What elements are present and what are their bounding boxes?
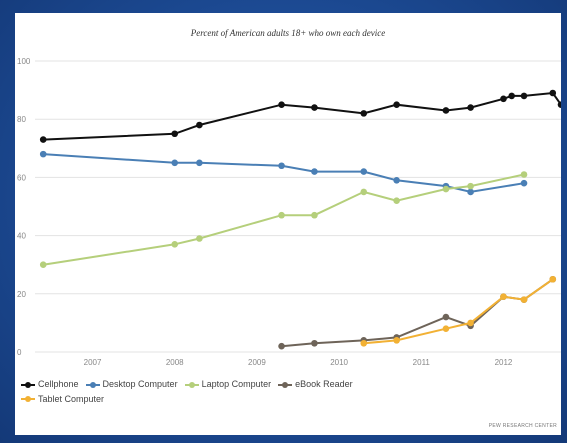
data-point-desktop-computer	[196, 159, 203, 167]
data-point-cellphone	[360, 110, 368, 117]
chart-panel: Percent of American adults 18+ who own e…	[15, 13, 561, 435]
data-point-ebook-reader	[442, 313, 450, 321]
data-point-laptop-computer	[393, 197, 400, 204]
legend-swatch	[184, 381, 199, 389]
data-point-cellphone	[171, 130, 179, 138]
data-point-desktop-computer	[360, 168, 368, 175]
y-tick-label: 0	[17, 348, 22, 357]
source-credit: PEW RESEARCH CENTER	[488, 423, 557, 429]
data-point-laptop-computer	[520, 171, 528, 178]
legend-label: Laptop Computer	[201, 379, 272, 389]
data-point-cellphone	[549, 89, 557, 97]
y-tick-label: 20	[17, 290, 26, 299]
data-point-cellphone	[500, 95, 507, 103]
y-tick-label: 60	[17, 173, 26, 182]
legend-label: Desktop Computer	[102, 379, 178, 389]
x-tick-label: 2008	[166, 358, 184, 367]
data-point-tablet-computer	[500, 293, 507, 301]
data-point-tablet-computer	[520, 296, 528, 303]
legend-swatch	[21, 395, 35, 403]
data-point-desktop-computer	[171, 159, 179, 167]
legend-item-desktop-computer: Desktop Computer	[85, 378, 178, 391]
data-point-cellphone	[278, 101, 285, 108]
data-point-laptop-computer	[311, 211, 318, 219]
legend-item-tablet-computer: Tablet Computer	[21, 393, 104, 406]
legend-label: Cellphone	[38, 379, 79, 389]
data-point-cellphone	[557, 101, 561, 108]
data-point-desktop-computer	[311, 168, 318, 175]
data-point-laptop-computer	[39, 261, 47, 268]
y-tick-label: 100	[17, 57, 31, 66]
line-chart: 0 20 40 60 80 100 2007 2008 2009 2010 2011 2012	[17, 57, 561, 367]
legend-label: Tablet Computer	[38, 393, 105, 404]
data-point-ebook-reader	[278, 342, 285, 350]
x-tick-label: 2010	[330, 358, 348, 367]
data-point-tablet-computer	[467, 319, 474, 327]
data-point-laptop-computer	[360, 188, 368, 196]
y-tick-label: 80	[17, 115, 26, 124]
legend-item-cellphone: Cellphone	[21, 378, 79, 391]
data-point-cellphone	[311, 104, 318, 111]
series-line-cellphone	[43, 91, 561, 141]
data-point-cellphone	[508, 92, 515, 100]
data-point-desktop-computer	[467, 188, 474, 196]
data-point-laptop-computer	[442, 185, 450, 193]
data-point-tablet-computer	[442, 325, 450, 333]
data-point-tablet-computer	[393, 337, 400, 344]
data-point-cellphone	[196, 121, 203, 129]
legend-item-ebook-reader: eBook Reader	[278, 378, 353, 391]
data-point-cellphone	[393, 101, 400, 108]
series-line-tablet-computer	[363, 278, 554, 345]
data-point-cellphone	[467, 104, 474, 111]
data-point-laptop-computer	[171, 241, 179, 248]
chart-legend: Cellphone Desktop Computer Laptop Computer…	[21, 378, 441, 407]
data-point-desktop-computer	[39, 150, 47, 158]
data-point-tablet-computer	[549, 275, 557, 283]
series-line-desktop-computer	[43, 153, 525, 193]
legend-swatch	[21, 381, 35, 389]
series-line-laptop-computer	[43, 173, 525, 266]
y-tick-label: 40	[17, 232, 26, 241]
data-point-cellphone	[442, 107, 450, 114]
data-point-laptop-computer	[196, 235, 203, 242]
x-tick-label: 2007	[84, 358, 102, 367]
data-point-laptop-computer	[467, 182, 474, 190]
x-tick-label: 2012	[495, 358, 513, 367]
data-point-desktop-computer	[278, 162, 285, 170]
data-point-laptop-computer	[278, 211, 285, 219]
data-point-desktop-computer	[520, 179, 528, 187]
data-point-tablet-computer	[360, 339, 368, 347]
legend-swatch	[85, 381, 100, 389]
data-point-ebook-reader	[311, 339, 318, 347]
legend-label: eBook Reader	[295, 379, 353, 389]
x-tick-label: 2009	[248, 358, 266, 367]
legend-swatch	[278, 381, 293, 389]
legend-item-laptop-computer: Laptop Computer	[184, 378, 272, 391]
data-point-cellphone	[39, 136, 47, 143]
x-tick-label: 2011	[413, 358, 431, 367]
chart-title: Percent of American adults 18+ who own e…	[190, 28, 386, 38]
data-point-cellphone	[520, 92, 528, 100]
data-point-desktop-computer	[393, 177, 400, 184]
